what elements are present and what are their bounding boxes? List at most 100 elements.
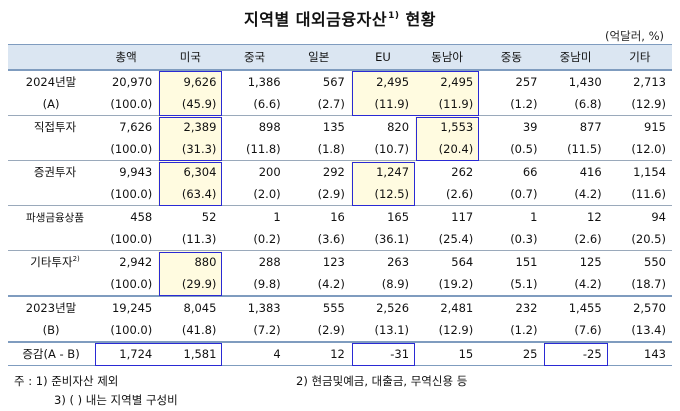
footnote-2: 2) 현금및예금, 대출금, 무역신용 등 bbox=[296, 374, 468, 388]
table-cell: (100.0) bbox=[110, 277, 153, 291]
table-cell: (13.1) bbox=[374, 323, 410, 337]
table-cell: (11.8) bbox=[246, 142, 281, 156]
table-cell: 123 bbox=[286, 250, 351, 273]
table-row: 증감(A - B) 1,724 1,581 4 12 -31 15 25 -25 143 bbox=[8, 341, 672, 366]
table-cell: (2.9) bbox=[317, 187, 345, 201]
table-cell: (1.8) bbox=[317, 142, 345, 156]
header-row: 총액 미국 중국 일본 EU 동남아 중동 중남미 기타 bbox=[8, 44, 672, 71]
table-cell: (4.2) bbox=[574, 187, 602, 201]
footnotes: 주 : 1) 준비자산 제외 2) 현금및예금, 대출금, 무역신용 등 3) … bbox=[14, 372, 467, 410]
row-label: 직접투자 bbox=[8, 115, 95, 138]
table-cell: 292 bbox=[286, 160, 351, 183]
header-cell: 중국 bbox=[222, 44, 287, 71]
table-row: (100.0) (11.3) (0.2) (3.6) (36.1) (25.4) (0.3)… bbox=[8, 228, 672, 251]
table-cell: (100.0) bbox=[110, 187, 153, 201]
table-row: 2023년말 19,245 8,045 1,383 555 2,526 2,481 232 1,… bbox=[8, 295, 672, 319]
table-cell: (4.2) bbox=[574, 277, 602, 291]
table-row: 파생금융상품 458 52 1 16 165 117 1 12 94 bbox=[8, 205, 672, 228]
table-cell: 94 bbox=[607, 205, 672, 228]
table-cell: 9,943 bbox=[94, 160, 159, 183]
table-cell: (18.7) bbox=[631, 277, 666, 291]
row-label: 증감(A - B) bbox=[8, 341, 95, 366]
unit-label: (억달러, %) bbox=[605, 29, 664, 43]
header-cell bbox=[8, 44, 95, 71]
row-label: 파생금융상품 bbox=[8, 205, 95, 228]
table-cell: 1,247 bbox=[350, 160, 416, 183]
table-cell: 1,386 bbox=[222, 69, 287, 93]
table-cell: 2,495 bbox=[415, 69, 480, 93]
table-cell: (25.4) bbox=[438, 232, 474, 246]
table-cell: 898 bbox=[222, 115, 287, 138]
row-label: 2024년말 bbox=[8, 69, 95, 93]
table-cell: 1,154 bbox=[607, 160, 672, 183]
table-cell: 915 bbox=[607, 115, 672, 138]
header-cell: 중동 bbox=[479, 44, 544, 71]
table-cell: 263 bbox=[350, 250, 416, 273]
row-label bbox=[8, 183, 94, 206]
table-cell: (11.9) bbox=[415, 93, 480, 116]
table-cell: 1,383 bbox=[222, 295, 287, 319]
table-cell: 2,495 bbox=[350, 69, 416, 93]
table-row: (100.0) (63.4) (2.0) (2.9) (12.5) (2.6) (0.7) (… bbox=[8, 183, 672, 206]
table-cell: 1,455 bbox=[543, 295, 608, 319]
table-cell: 458 bbox=[94, 205, 159, 228]
table-cell: (7.6) bbox=[574, 323, 602, 337]
table-cell: (13.4) bbox=[631, 323, 666, 337]
table-cell: 1,581 bbox=[158, 341, 223, 366]
table-cell: 416 bbox=[543, 160, 608, 183]
table-cell: (19.2) bbox=[438, 277, 474, 291]
table-cell: (11.9) bbox=[350, 93, 416, 116]
table-cell: (12.0) bbox=[631, 142, 666, 156]
table-cell: (9.8) bbox=[253, 277, 281, 291]
regional-assets-table: 총액 미국 중국 일본 EU 동남아 중동 중남미 기타 2024년말 20,97… bbox=[8, 44, 672, 366]
table-cell: (0.5) bbox=[510, 142, 538, 156]
table-body: 2024년말 20,970 9,626 1,386 567 2,495 2,495 257 1,… bbox=[8, 69, 672, 366]
header-cell: 총액 bbox=[94, 44, 159, 71]
table-cell: 820 bbox=[350, 115, 416, 138]
footnote-1: 주 : 1) 준비자산 제외 bbox=[14, 374, 119, 388]
header-cell: 중남미 bbox=[543, 44, 608, 71]
table-cell: -31 bbox=[350, 341, 416, 366]
table-cell: (100.0) bbox=[110, 97, 153, 111]
table-cell: 550 bbox=[607, 250, 672, 273]
table-cell: 151 bbox=[479, 250, 544, 273]
table-cell: (7.2) bbox=[253, 323, 281, 337]
table-cell: 1 bbox=[222, 205, 287, 228]
table-row: (B) (100.0) (41.8) (7.2) (2.9) (13.1) (12.9) (1… bbox=[8, 319, 672, 342]
table-cell: (5.1) bbox=[510, 277, 538, 291]
table-cell: 877 bbox=[543, 115, 608, 138]
table-cell: 6,304 bbox=[158, 160, 223, 183]
table-cell: (4.2) bbox=[317, 277, 345, 291]
table-cell: 165 bbox=[350, 205, 416, 228]
row-label: (A) bbox=[42, 97, 60, 111]
table-cell: 12 bbox=[286, 341, 351, 366]
table-cell: 257 bbox=[479, 69, 544, 93]
table-row: (100.0) (31.3) (11.8) (1.8) (10.7) (20.4) (0.5… bbox=[8, 138, 672, 161]
table-cell: (12.5) bbox=[350, 183, 416, 206]
table-cell: (100.0) bbox=[110, 323, 153, 337]
header-cell: EU bbox=[350, 44, 416, 71]
table-cell: 39 bbox=[479, 115, 544, 138]
table-cell: (11.6) bbox=[631, 187, 666, 201]
table-row: 2024년말 20,970 9,626 1,386 567 2,495 2,495 257 1,… bbox=[8, 69, 672, 93]
table-cell: (2.6) bbox=[445, 187, 474, 201]
table-cell: (2.6) bbox=[574, 232, 602, 246]
table-cell: 567 bbox=[286, 69, 351, 93]
table-cell: 555 bbox=[286, 295, 351, 319]
table-cell: 2,942 bbox=[94, 250, 159, 273]
table-cell: 117 bbox=[415, 205, 480, 228]
table-cell: 16 bbox=[286, 205, 351, 228]
table-cell: 19,245 bbox=[94, 295, 159, 319]
table-cell: 7,626 bbox=[94, 115, 159, 138]
table-cell: 2,481 bbox=[415, 295, 480, 319]
table-title: 지역별 대외금융자산1) 현황 bbox=[244, 10, 436, 29]
table-row: (100.0) (29.9) (9.8) (4.2) (8.9) (19.2) (5.1) (… bbox=[8, 273, 672, 296]
table-cell: 25 bbox=[479, 341, 544, 366]
table-cell: 1,724 bbox=[94, 341, 159, 366]
footnote-3: 3) ( ) 내는 지역별 구성비 bbox=[54, 393, 178, 407]
table-cell: (8.9) bbox=[381, 277, 410, 291]
row-label: 기타투자2) bbox=[8, 250, 95, 273]
table-cell: 2,713 bbox=[607, 69, 672, 93]
table-cell: 564 bbox=[415, 250, 480, 273]
table-cell: (11.3) bbox=[181, 232, 217, 246]
